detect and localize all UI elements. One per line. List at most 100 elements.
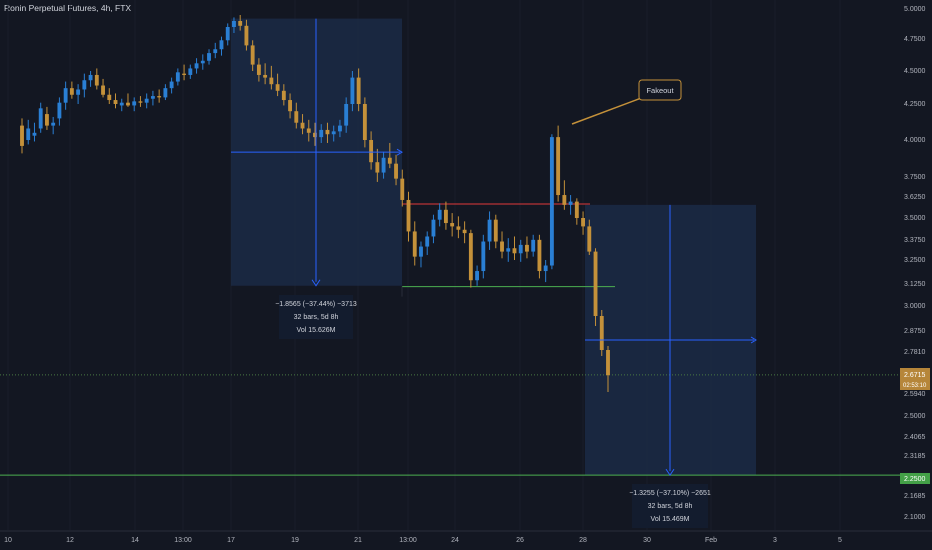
y-tick-label: 2.1685	[904, 493, 926, 500]
candle-body	[412, 231, 417, 257]
candle	[269, 65, 274, 90]
candle	[288, 93, 292, 119]
current-price-box	[900, 368, 930, 390]
y-tick-label: 3.7500	[904, 174, 926, 181]
candle	[294, 102, 299, 129]
x-tick-label: 14	[131, 537, 139, 544]
current-price-value: 2.6715	[904, 372, 926, 379]
candle-body	[325, 129, 330, 135]
candle	[63, 81, 68, 110]
y-tick-label: 3.3750	[904, 237, 926, 244]
candle-body	[574, 201, 579, 218]
candle	[113, 93, 118, 109]
candle-body	[537, 239, 542, 272]
candle-body	[319, 129, 324, 138]
measure-1-down-arrow	[311, 279, 321, 287]
candle	[232, 17, 236, 33]
candle	[119, 98, 124, 112]
candle	[443, 201, 448, 230]
candle	[574, 198, 579, 225]
candle-body	[250, 45, 255, 65]
y-tick-label: 2.7810	[904, 349, 926, 356]
candle	[506, 238, 511, 262]
y-tick-label: 2.5000	[904, 413, 926, 420]
candle-body	[169, 81, 174, 89]
candle	[163, 84, 168, 101]
candle	[132, 97, 137, 112]
candle	[207, 49, 211, 65]
candle-body	[350, 77, 355, 104]
candle-body	[88, 74, 93, 81]
candle	[26, 119, 31, 145]
candle-body	[76, 89, 81, 95]
y-tick-label: 2.5940	[904, 391, 926, 398]
candle-body	[606, 350, 610, 376]
measure-label-2: −1.3255 (−37.10%) −2651 32 bars, 5d 8h V…	[629, 484, 711, 528]
levels	[0, 203, 900, 476]
y-tick-label: 3.1250	[904, 281, 926, 288]
candle-body	[26, 128, 31, 140]
candle	[69, 81, 74, 99]
candle	[412, 221, 417, 266]
x-tick-label: 19	[291, 537, 299, 544]
candle-body	[362, 104, 367, 140]
measure-label-1: −1.8565 (−37.44%) −3713 32 bars, 5d 8h V…	[275, 295, 357, 339]
current-price-badge: 2.6715 02:53:10	[900, 368, 930, 390]
candle-body	[456, 226, 461, 230]
candle-body	[599, 316, 604, 350]
candle	[219, 36, 224, 56]
candle-body	[468, 233, 473, 281]
candle	[531, 234, 536, 257]
candle	[362, 97, 367, 148]
x-tick-label: 28	[579, 537, 587, 544]
measure-label-2-box	[632, 484, 708, 528]
candle	[182, 64, 187, 81]
candle	[549, 134, 554, 270]
candle	[419, 241, 423, 268]
candle	[169, 77, 174, 94]
fakeout-box	[638, 79, 682, 101]
candle	[493, 214, 498, 249]
candle-body	[194, 63, 199, 69]
candle	[331, 125, 336, 142]
candle	[38, 102, 43, 133]
candle-body	[475, 271, 480, 281]
candle-body	[306, 128, 311, 133]
candle	[356, 68, 361, 112]
candle	[512, 236, 517, 260]
candle	[225, 23, 230, 46]
candle	[188, 64, 193, 79]
candle-body	[406, 199, 411, 232]
candle	[394, 154, 398, 186]
candle	[350, 71, 355, 112]
x-tick-label: 13:00	[399, 537, 417, 544]
candle	[369, 131, 374, 170]
candle-body	[562, 195, 567, 205]
x-tick-label: 21	[354, 537, 362, 544]
measure-1-right-arrow	[396, 148, 403, 156]
candle	[562, 180, 567, 210]
candle	[213, 42, 218, 59]
candle	[20, 118, 24, 154]
candles	[20, 15, 610, 392]
candle-body	[107, 94, 112, 101]
candle	[256, 58, 261, 82]
candle-body	[94, 74, 99, 86]
candle	[468, 229, 473, 288]
candle-body	[500, 241, 504, 252]
measure-label-2-change: −1.3255 (−37.10%) −2651	[629, 490, 711, 497]
measure-lines	[231, 18, 757, 477]
candle	[599, 310, 604, 356]
candle	[275, 73, 280, 97]
candle-body	[506, 248, 511, 252]
measure-label-1-box	[279, 295, 353, 339]
candle	[556, 125, 561, 202]
candle-body	[213, 49, 218, 54]
candle-body	[400, 178, 405, 200]
x-tick-label: 3	[773, 537, 777, 544]
y-tick-label: 3.2500	[904, 257, 926, 264]
y-tick-label: 4.5000	[904, 68, 926, 75]
candle	[568, 195, 573, 215]
candle	[481, 234, 486, 279]
